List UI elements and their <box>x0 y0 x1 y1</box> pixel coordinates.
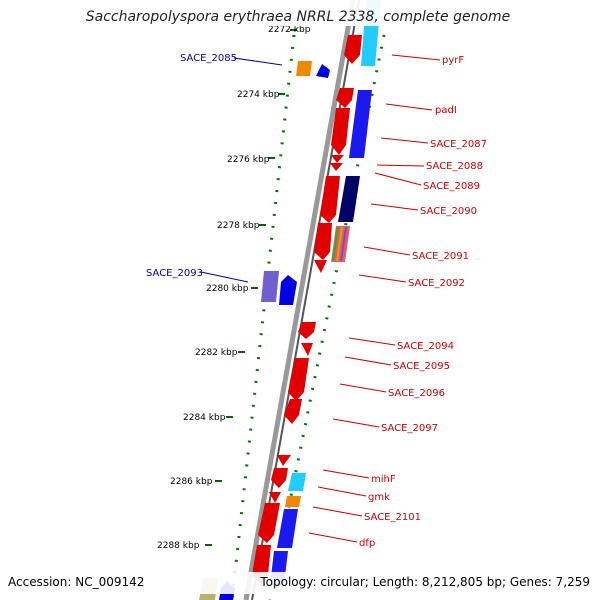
cds-block-blue <box>349 90 372 158</box>
gene-label: SACE_2096 <box>388 388 445 399</box>
gene-arrow-padI <box>336 88 354 108</box>
gene-arrow-2085 <box>316 64 330 78</box>
gene-arrow-2097 <box>284 399 302 424</box>
gene-label: SACE_2090 <box>420 206 477 217</box>
gene-block-2093 <box>261 271 279 302</box>
accession-label: Accession: NC_009142 <box>8 575 144 589</box>
cds-block-navy <box>338 176 360 222</box>
cds-block-cyan-2 <box>288 473 306 491</box>
label-leader-lines <box>308 54 441 543</box>
label-leader-lines-blue <box>200 57 283 283</box>
gene-label: SACE_2085 <box>180 53 237 64</box>
gene-label: SACE_2088 <box>426 161 483 172</box>
gene-label: SACE_2095 <box>393 361 450 372</box>
gene-arrow-2088a <box>331 155 344 163</box>
kbp-label: 2288 kbp <box>157 541 200 551</box>
kbp-label: 2280 kbp <box>206 284 249 294</box>
gene-arrow-2101a <box>269 492 281 503</box>
kbp-label: 2278 kbp <box>217 221 260 231</box>
gene-arrow-pyrF <box>344 35 362 64</box>
kbp-label: 2272 kbp <box>268 25 311 35</box>
topology-label: Topology: circular; Length: 8,212,805 bp… <box>259 575 590 589</box>
gene-arrow-2094 <box>298 322 316 339</box>
cds-block-orange-2 <box>285 496 301 507</box>
kbp-tick-marks <box>205 29 297 546</box>
kbp-label: 2274 kbp <box>237 90 280 100</box>
gene-arrow-2095 <box>301 343 313 356</box>
gene-arrow-2093 <box>279 275 297 305</box>
gene-label: dfp <box>359 538 375 549</box>
gene-label: SACE_2097 <box>381 423 438 434</box>
gene-arrow-gmk <box>271 468 288 488</box>
kbp-label: 2286 kbp <box>170 477 213 487</box>
gene-label: SACE_2094 <box>397 341 454 352</box>
cds-block-blue-2 <box>277 509 298 548</box>
forward-genes <box>252 35 362 584</box>
footer-band <box>0 572 600 594</box>
gene-arrow-dfp <box>258 503 280 543</box>
gene-arrow-mihF <box>277 455 291 466</box>
gene-arrow-2090 <box>320 176 340 223</box>
title-band <box>0 0 600 26</box>
gene-block-2085 <box>296 61 312 76</box>
gene-label: padI <box>435 105 457 116</box>
gene-arrow-2096 <box>288 358 309 401</box>
gene-label: gmk <box>368 492 390 503</box>
gene-label: SACE_2093 <box>146 268 203 279</box>
gene-label: SACE_2092 <box>408 278 465 289</box>
gene-label: pyrF <box>442 55 464 66</box>
gene-arrow-2091 <box>314 223 332 260</box>
gene-arrow-2092 <box>314 260 327 273</box>
kbp-label: 2276 kbp <box>227 155 270 165</box>
gene-label: SACE_2087 <box>430 139 487 150</box>
kbp-label: 2284 kbp <box>183 413 226 423</box>
genome-backbone <box>243 0 356 600</box>
gene-label: SACE_2091 <box>412 251 469 262</box>
gene-label: SACE_2089 <box>423 181 480 192</box>
map-title: Saccharopolyspora erythraea NRRL 2338, c… <box>86 9 511 25</box>
kbp-label: 2282 kbp <box>195 348 238 358</box>
gene-arrow-2088b <box>330 163 343 171</box>
gene-label: SACE_2101 <box>364 512 421 523</box>
gene-label: mihF <box>371 474 396 485</box>
gene-arrow-2087 <box>331 108 350 155</box>
